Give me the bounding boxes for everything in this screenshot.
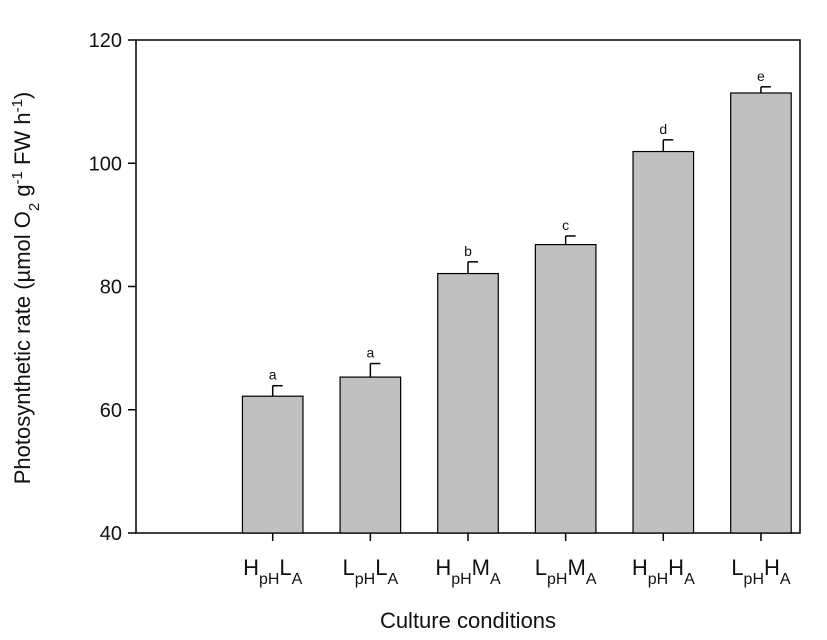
x-tick-label-part: M [472, 555, 490, 580]
bar [437, 272, 499, 534]
x-tick-label: HpHHA [632, 555, 695, 588]
y-axis-title-superscript: -1 [9, 99, 26, 112]
x-tick-label-part: L [279, 555, 291, 580]
y-axis-title-part: g [10, 184, 35, 202]
error-bar [662, 139, 674, 152]
significance-label: a [269, 367, 277, 383]
error-bar [760, 86, 771, 93]
x-tick-label-part: H [435, 555, 451, 580]
y-axis-title-part: FW h [10, 112, 35, 171]
x-tick-label-part: H [764, 555, 780, 580]
y-axis-title-superscript: -1 [9, 171, 26, 184]
x-tick-label-subscript: A [292, 571, 303, 588]
error-bar [271, 384, 283, 397]
x-tick-label-part: L [731, 555, 743, 580]
significance-label: e [757, 68, 765, 84]
y-axis-title-group: Photosynthetic rate (µmol O2 g-1 FW h-1) [9, 92, 43, 485]
significance-label: d [659, 121, 667, 137]
y-tick-label: 100 [89, 153, 122, 175]
y-axis-title-part: Photosynthetic rate (µmol O [10, 211, 35, 484]
significance-label: a [366, 345, 374, 361]
bar [730, 92, 792, 534]
x-axis-title: Culture conditions [380, 608, 556, 633]
x-tick-label-subscript: A [490, 571, 501, 588]
x-tick-label-subscript: A [387, 571, 398, 588]
bar [534, 243, 597, 534]
y-axis-title-subscript: 2 [26, 203, 43, 211]
x-tick-label: HpHLA [243, 555, 303, 588]
x-tick-label-subscript: A [684, 571, 695, 588]
x-tick-label: HpHMA [435, 555, 501, 588]
x-tick-label-subscript: pH [648, 571, 668, 588]
x-tick-label-subscript: A [586, 571, 597, 588]
x-tick-label-subscript: A [780, 571, 791, 588]
x-tick-label-part: H [632, 555, 648, 580]
error-bar [369, 362, 381, 378]
x-tick-label-part: H [668, 555, 684, 580]
x-tick-label: LpHLA [343, 555, 399, 588]
error-bar [564, 235, 576, 245]
bar [632, 150, 695, 534]
x-tick-label-subscript: pH [744, 571, 764, 588]
x-tick-label-part: M [567, 555, 585, 580]
y-axis: 40 60 80 100 120 [89, 30, 136, 545]
error-bars-group [271, 86, 771, 397]
y-axis-title-part: ) [10, 92, 35, 99]
significance-labels-group: a a b c d e [269, 68, 765, 383]
x-tick-label-subscript: pH [451, 571, 471, 588]
error-bar [467, 261, 478, 274]
y-tick-label: 60 [100, 400, 122, 422]
y-tick-label: 120 [89, 30, 122, 52]
x-tick-label-subscript: pH [259, 571, 279, 588]
x-axis: HpHLA LpHLA HpHMA LpHMA HpHHA LpHHA [243, 533, 791, 588]
y-tick-label: 40 [100, 523, 122, 545]
bar [241, 395, 304, 534]
x-tick-label: LpHMA [535, 555, 597, 588]
x-tick-label-subscript: pH [355, 571, 375, 588]
x-tick-label-part: L [375, 555, 387, 580]
significance-label: b [464, 243, 472, 259]
bars-group [241, 92, 792, 534]
y-tick-label: 80 [100, 277, 122, 299]
x-tick-label-part: L [343, 555, 355, 580]
x-tick-label-subscript: pH [547, 571, 567, 588]
x-tick-label: LpHHA [731, 555, 791, 588]
y-axis-title: Photosynthetic rate (µmol O2 g-1 FW h-1) [9, 92, 43, 485]
bar [339, 376, 402, 534]
x-tick-label-part: H [243, 555, 259, 580]
significance-label: c [562, 217, 569, 233]
x-tick-label-part: L [535, 555, 547, 580]
